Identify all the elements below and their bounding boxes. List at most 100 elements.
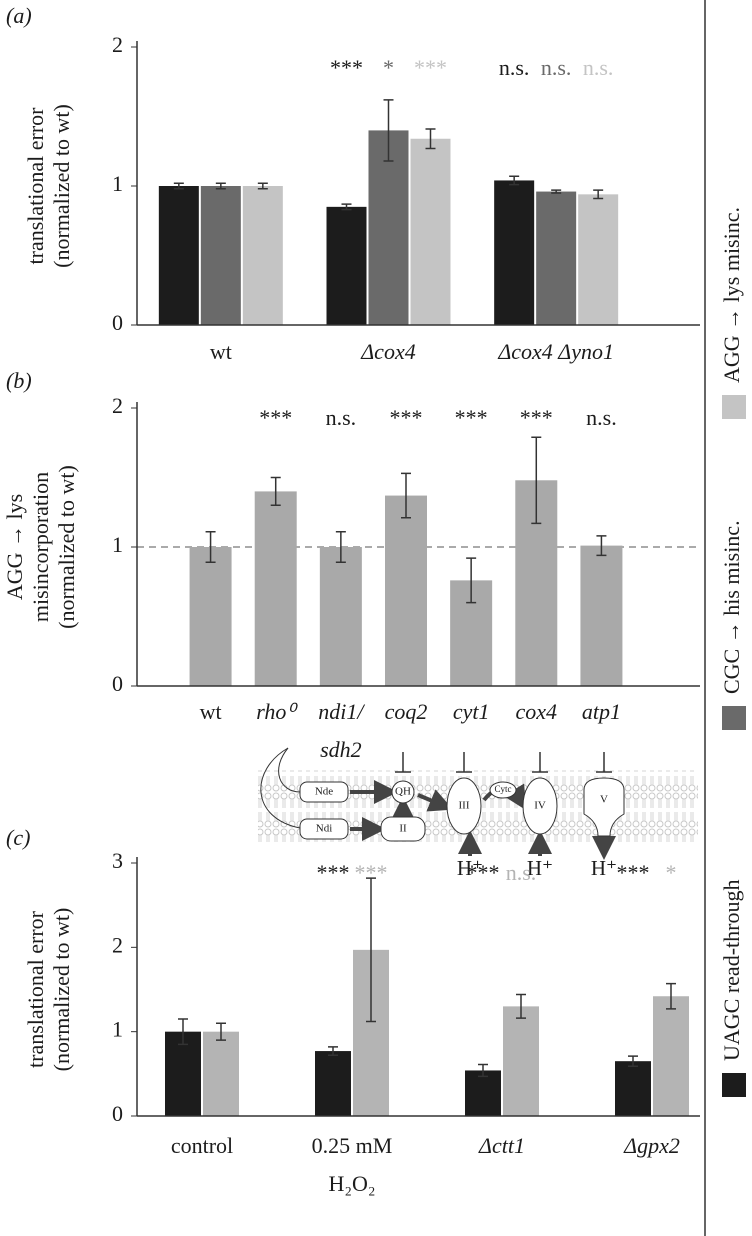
significance-label: n.s. [499,55,530,80]
node-label: Ndi [316,823,333,835]
significance-label: *** [467,860,500,885]
proton-label: H⁺ [457,856,483,880]
x-tick-label: cox4 [516,699,558,724]
y-axis-label: translational error [23,910,48,1068]
node [299,818,349,840]
significance-label: *** [330,55,363,80]
error-bar [215,182,226,190]
node [446,777,482,835]
error-bar [216,1022,226,1041]
inhibitors [395,752,612,773]
node-label: QH [395,786,411,798]
y-tick-label: 1 [112,171,123,196]
x-tick-label: ndi1/ [318,699,365,724]
node [391,780,415,804]
error-bar [173,182,184,190]
legend-label: AGG → lys misinc. [719,207,744,383]
bar [242,186,283,325]
bar [653,996,689,1116]
node [299,781,349,803]
significance-label: *** [455,405,488,430]
y-tick-label: 3 [112,848,123,873]
connector [260,747,301,829]
bar [578,194,619,325]
bar [615,1061,651,1116]
bar [580,545,623,686]
y-tick-label: 1 [112,532,123,557]
significance-label: n.s. [506,860,537,885]
significance-label: *** [617,860,650,885]
y-axis-label: misincorporation [28,472,53,622]
error-bar [509,175,520,186]
error-bar [516,993,526,1019]
bar [326,206,367,325]
significance-label: *** [520,405,553,430]
x-tick-label: sdh2 [320,737,362,762]
error-bar [205,530,216,564]
y-tick-label: 2 [112,932,123,957]
significance-label: *** [259,405,292,430]
significance-label: n.s. [326,405,357,430]
bar [200,186,241,325]
bar [410,138,451,325]
node-label: V [600,794,608,806]
significance-label: * [666,860,677,885]
significance-label: * [383,55,394,80]
panel-label: (b) [6,368,32,393]
x-tick-label: Δgpx2 [623,1133,680,1158]
significance-label: *** [414,55,447,80]
significance-label: *** [390,405,423,430]
error-bar [593,189,604,200]
node-label: II [399,823,407,835]
significance-label: n.s. [586,405,617,430]
error-bar [178,1018,188,1046]
legend-swatch [722,706,746,730]
y-axis-label: (normalized to wt) [49,908,74,1072]
significance-label: *** [355,860,388,885]
panel-label: (a) [6,3,32,28]
error-bar [628,1055,638,1067]
error-bar [425,128,436,150]
node [522,777,558,835]
y-tick-label: 1 [112,1017,123,1042]
error-bar [366,877,376,1023]
legend-swatch [722,395,746,419]
connector [278,747,301,793]
x-tick-label: atp1 [582,699,621,724]
bar [158,186,199,325]
x-tick-label: rho⁰ [256,699,298,724]
proton-label: H⁺ [591,856,617,880]
x-tick-label: Δcox4 [360,339,415,364]
node-label: Cytc [495,784,512,794]
y-tick-label: 2 [112,393,123,418]
legend-label: UAGC read-through [719,880,744,1061]
node [583,777,625,837]
error-bar [341,203,352,211]
proton-label: H⁺ [527,856,553,880]
y-tick-label: 2 [112,32,123,57]
x-tick-label: coq2 [385,699,428,724]
y-tick-label: 0 [112,1101,123,1126]
y-tick-label: 0 [112,671,123,696]
error-bar [328,1046,338,1057]
x-tick-label: 0.25 mM [312,1133,393,1158]
error-bar [666,982,676,1010]
flow-arrows [350,780,616,860]
legend-swatch [722,1073,746,1097]
significance-label: *** [317,860,350,885]
bar [465,1070,501,1116]
bar [503,1006,539,1116]
x-tick-label: H₂O₂ [328,1171,375,1196]
x-tick-label: Δctt1 [478,1133,525,1158]
bar [315,1051,351,1116]
x-tick-label: Δcox4 Δyno1 [497,339,614,364]
legend-label: CGC → his misinc. [719,520,744,694]
x-tick-label: wt [200,699,222,724]
error-bar [478,1063,488,1078]
panel-label: (c) [6,825,30,850]
significance-label: n.s. [541,55,572,80]
error-bar [401,472,411,519]
diagram: Nde Ndi QH II III Cytc IV V H⁺ H⁺ H⁺ [258,747,698,880]
node-label: Nde [315,786,333,798]
bar [368,130,409,325]
